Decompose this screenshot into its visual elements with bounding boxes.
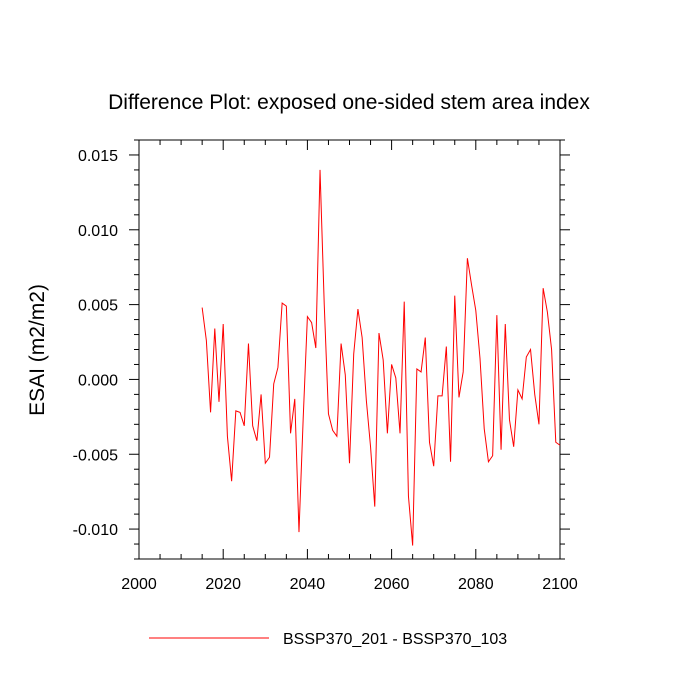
legend: BSSP370_201 - BSSP370_103 bbox=[149, 631, 507, 648]
plot-border bbox=[138, 139, 561, 560]
x-tick-label: 2040 bbox=[290, 576, 326, 593]
y-axis-label: ESAI (m2/m2) bbox=[26, 284, 49, 416]
x-tick-label: 2080 bbox=[458, 576, 494, 593]
y-tick-label: -0.010 bbox=[73, 522, 118, 539]
x-tick-label: 2000 bbox=[121, 576, 157, 593]
y-tick-label: 0.000 bbox=[78, 372, 118, 389]
x-tick-label: 2020 bbox=[205, 576, 241, 593]
y-tick-label: -0.005 bbox=[73, 447, 118, 464]
chart-title: Difference Plot: exposed one-sided stem … bbox=[108, 91, 590, 114]
y-tick-label: 0.010 bbox=[78, 223, 118, 240]
axis-tick-labels: 2000 2020 2040 2060 2080 2100 -0.010 -0.005 0.00… bbox=[73, 148, 578, 593]
y-tick-label: 0.005 bbox=[78, 298, 118, 315]
axis-ticks bbox=[129, 139, 570, 560]
series-line bbox=[201, 169, 561, 546]
x-tick-label: 2100 bbox=[542, 576, 578, 593]
x-tick-label: 2060 bbox=[374, 576, 410, 593]
y-tick-label: 0.015 bbox=[78, 148, 118, 165]
plot-area bbox=[138, 139, 561, 560]
legend-label: BSSP370_201 - BSSP370_103 bbox=[283, 631, 507, 648]
series-layer bbox=[201, 169, 561, 546]
